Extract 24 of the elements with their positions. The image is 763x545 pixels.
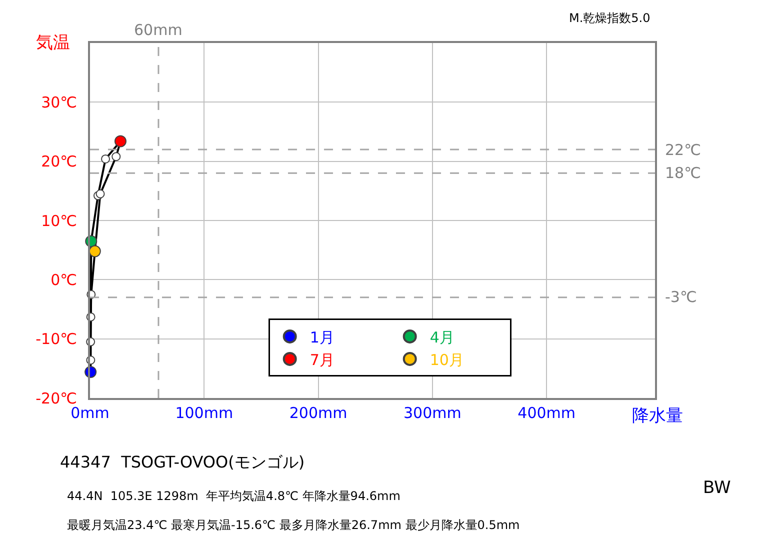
y-tick-label: 0℃ bbox=[50, 270, 77, 289]
x-tick-label: 100mm bbox=[175, 404, 234, 422]
x-tick-label: 300mm bbox=[403, 404, 462, 422]
text: 44347 TSOGT-OVOO(モンゴル) bbox=[60, 452, 305, 472]
y-tick-label: 10℃ bbox=[41, 212, 77, 230]
y-tick-label: 30℃ bbox=[41, 93, 77, 112]
ref-line-label: 22℃ bbox=[665, 141, 701, 159]
ref-line-label: 60mm bbox=[134, 21, 182, 39]
x-tick-label: 400mm bbox=[518, 404, 576, 422]
legend-label: 4月 bbox=[430, 328, 454, 346]
text: 最暖月気温23.4℃ 最寒月気温-15.6℃ 最多月降水量26.7mm 最少月降水量0.5mm bbox=[67, 518, 520, 532]
legend-label: 1月 bbox=[310, 328, 334, 346]
text: 44.4N 105.3E 1298m 年平均気温4.8℃ 年降水量94.6mm bbox=[67, 489, 400, 503]
y-tick-label: 20℃ bbox=[41, 152, 77, 171]
ref-line-label: 18℃ bbox=[665, 164, 701, 182]
ref-line-label: -3℃ bbox=[665, 288, 697, 306]
legend-label: 7月 bbox=[310, 350, 334, 369]
legend-label: 10月 bbox=[430, 350, 464, 369]
text: BW bbox=[703, 478, 732, 498]
x-axis-title: 降水量 bbox=[632, 406, 683, 426]
y-tick-label: -10℃ bbox=[36, 330, 77, 348]
text: M.乾燥指数5.0 bbox=[569, 11, 650, 25]
x-tick-label: 200mm bbox=[289, 404, 348, 422]
y-axis-title: 気温 bbox=[36, 33, 70, 53]
